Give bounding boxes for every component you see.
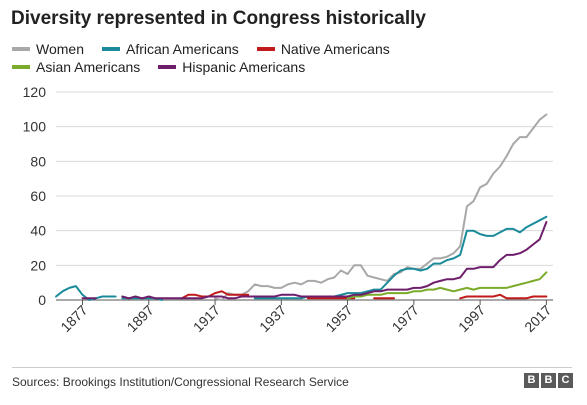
legend-item-women: Women xyxy=(12,41,84,57)
bbc-logo-letter-2: B xyxy=(541,373,556,388)
series-line-hispanic-americans-2 xyxy=(121,221,548,300)
y-tick-label-120: 120 xyxy=(23,84,47,100)
legend-row-2: Asian Americans Hispanic Americans xyxy=(12,58,323,76)
series-line-african-americans-3 xyxy=(253,215,548,300)
series-line-asian-americans-1 xyxy=(346,271,548,300)
y-tick-label-80: 80 xyxy=(30,153,46,169)
x-tick-label-1977: 1977 xyxy=(389,302,422,335)
x-tick-label-1917: 1917 xyxy=(190,302,223,335)
y-tick-label-20: 20 xyxy=(30,257,46,273)
x-tick-label-1997: 1997 xyxy=(455,302,488,335)
series-line-native-americans-1 xyxy=(180,290,250,300)
x-tick-label-1937: 1937 xyxy=(256,302,289,335)
series-line-women-1 xyxy=(214,113,548,301)
legend-item-native-americans: Native Americans xyxy=(256,41,390,57)
chart-title: Diversity represented in Congress histor… xyxy=(11,8,426,29)
legend-label-asian-americans: Asian Americans xyxy=(36,59,141,75)
bbc-logo: B B C xyxy=(522,373,573,388)
x-tick-label-1897: 1897 xyxy=(124,302,157,335)
source-note: Sources: Brookings Institution/Congressi… xyxy=(12,375,349,389)
x-tick-label-2017: 2017 xyxy=(521,302,554,335)
footer-divider xyxy=(12,367,572,368)
legend-label-hispanic-americans: Hispanic Americans xyxy=(182,59,306,75)
legend-swatch-hispanic-americans xyxy=(158,65,177,69)
legend-swatch-asian-americans xyxy=(12,65,30,69)
legend-swatch-women xyxy=(12,47,30,51)
legend-label-women: Women xyxy=(36,41,84,57)
legend-item-african-americans: African Americans xyxy=(101,41,239,57)
y-tick-label-60: 60 xyxy=(30,188,46,204)
x-tick-label-1957: 1957 xyxy=(322,302,355,335)
legend-row-1: Women African Americans Native Americans xyxy=(12,40,408,58)
line-chart: 0 20 40 60 80 100 120 1877 1897 1917 1937 1957 1977 1… xyxy=(23,84,555,335)
y-tick-label-0: 0 xyxy=(38,292,46,308)
y-tick-label-40: 40 xyxy=(30,223,46,239)
legend-swatch-african-americans xyxy=(101,47,120,51)
legend-swatch-native-americans xyxy=(256,47,275,51)
bbc-logo-letter-1: B xyxy=(524,373,539,388)
legend-item-hispanic-americans: Hispanic Americans xyxy=(158,59,305,75)
series-line-native-americans-4 xyxy=(459,293,548,300)
legend-label-native-americans: Native Americans xyxy=(280,41,390,57)
x-tick-label-1877: 1877 xyxy=(57,302,90,335)
legend-item-asian-americans: Asian Americans xyxy=(12,59,140,75)
bbc-logo-letter-3: C xyxy=(558,373,573,388)
y-tick-label-100: 100 xyxy=(23,119,47,135)
legend-label-african-americans: African Americans xyxy=(125,41,239,57)
